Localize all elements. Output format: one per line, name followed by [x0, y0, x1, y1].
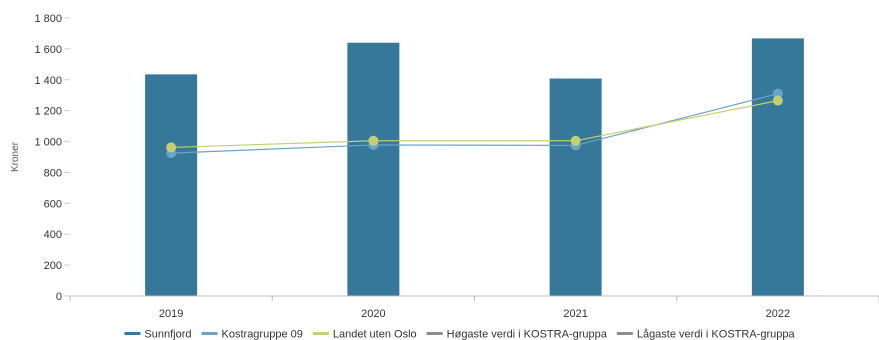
y-tick-label: 1 800 [34, 13, 62, 25]
x-axis: 2019 2020 2021 2022 [69, 295, 879, 320]
series-line-1 [171, 100, 778, 149]
series-1-point-2019[interactable] [166, 142, 177, 153]
y-tick-label: 1 000 [34, 137, 62, 149]
legend-swatch [201, 332, 218, 335]
legend-item-0[interactable]: Sunnfjord [124, 329, 192, 340]
legend-swatch [312, 332, 329, 335]
legend-swatch [124, 332, 141, 335]
y-tick-label: 200 [44, 260, 62, 272]
series-1-point-2022[interactable] [772, 95, 783, 106]
y-tick-label: 1 400 [34, 75, 62, 87]
legend-label: Sunnfjord [144, 329, 191, 340]
bar-series [145, 38, 804, 297]
bar-2022[interactable] [751, 38, 804, 297]
legend-swatch [616, 332, 633, 335]
legend-item-4[interactable]: Lågaste verdi i KOSTRA-gruppa [616, 329, 796, 340]
series-1-point-2020[interactable] [368, 135, 379, 146]
series-0-point-2022[interactable] [772, 88, 783, 99]
x-tick-label: 2019 [159, 308, 183, 320]
series-line-0 [171, 93, 779, 154]
x-tick-label: 2020 [361, 308, 385, 320]
bar-2019[interactable] [145, 74, 198, 296]
bar-2021[interactable] [549, 78, 602, 296]
y-tick-label: 400 [44, 229, 62, 241]
legend-item-1[interactable]: Kostragruppe 09 [201, 329, 303, 340]
legend-label: Kostragruppe 09 [222, 329, 303, 340]
y-tick-label: 800 [44, 167, 62, 179]
legend-label: Lågaste verdi i KOSTRA-gruppa [637, 329, 796, 340]
y-axis: 0 200 400 600 800 1 000 1 200 1 400 1 600 1 800 [34, 13, 70, 303]
legend-item-2[interactable]: Landet uten Oslo [312, 329, 417, 340]
y-axis-title: Kroner [10, 141, 21, 172]
line-series-group [166, 88, 783, 159]
x-tick-label: 2022 [766, 308, 790, 320]
y-tick-label: 0 [56, 291, 62, 303]
legend-item-3[interactable]: Høgaste verdi i KOSTRA-gruppa [426, 329, 608, 340]
series-1-point-2021[interactable] [570, 135, 581, 146]
y-tick-label: 1 600 [34, 44, 62, 56]
legend[interactable]: Sunnfjord Kostragruppe 09 Landet uten Oslo… [124, 329, 795, 340]
legend-swatch [426, 332, 443, 335]
y-tick-label: 600 [44, 198, 62, 210]
legend-label: Landet uten Oslo [333, 329, 417, 340]
bar-2020[interactable] [347, 42, 400, 296]
x-tick-label: 2021 [563, 308, 587, 320]
y-tick-label: 1 200 [34, 106, 62, 118]
legend-label: Høgaste verdi i KOSTRA-gruppa [447, 329, 608, 340]
